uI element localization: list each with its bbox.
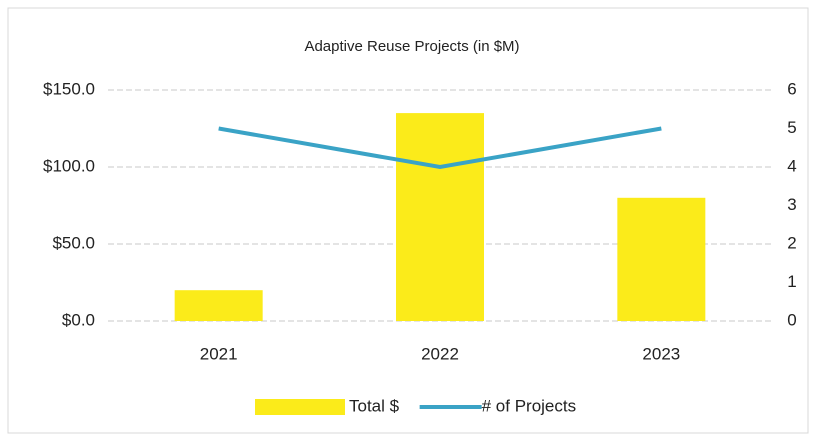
legend-swatch (255, 399, 345, 415)
bar (174, 290, 263, 321)
y-tick-label: $100.0 (43, 156, 95, 175)
y2-tick-label: 2 (787, 233, 796, 252)
x-tick-label: 2022 (421, 344, 459, 363)
y-tick-label: $50.0 (52, 233, 95, 252)
bar (617, 197, 706, 321)
y2-tick-label: 1 (787, 272, 796, 291)
x-tick-label: 2021 (200, 344, 238, 363)
y2-tick-label: 0 (787, 310, 796, 329)
y-tick-label: $0.0 (62, 310, 95, 329)
legend-label: # of Projects (482, 396, 577, 415)
y2-tick-label: 3 (787, 195, 796, 214)
y2-tick-label: 5 (787, 118, 796, 137)
y2-tick-label: 4 (787, 156, 796, 175)
y-tick-label: $150.0 (43, 79, 95, 98)
chart-title: Adaptive Reuse Projects (in $M) (304, 38, 519, 55)
legend-label: Total $ (349, 396, 400, 415)
y2-tick-label: 6 (787, 79, 796, 98)
x-tick-label: 2023 (642, 344, 680, 363)
line (218, 126, 662, 170)
bar (396, 113, 484, 321)
